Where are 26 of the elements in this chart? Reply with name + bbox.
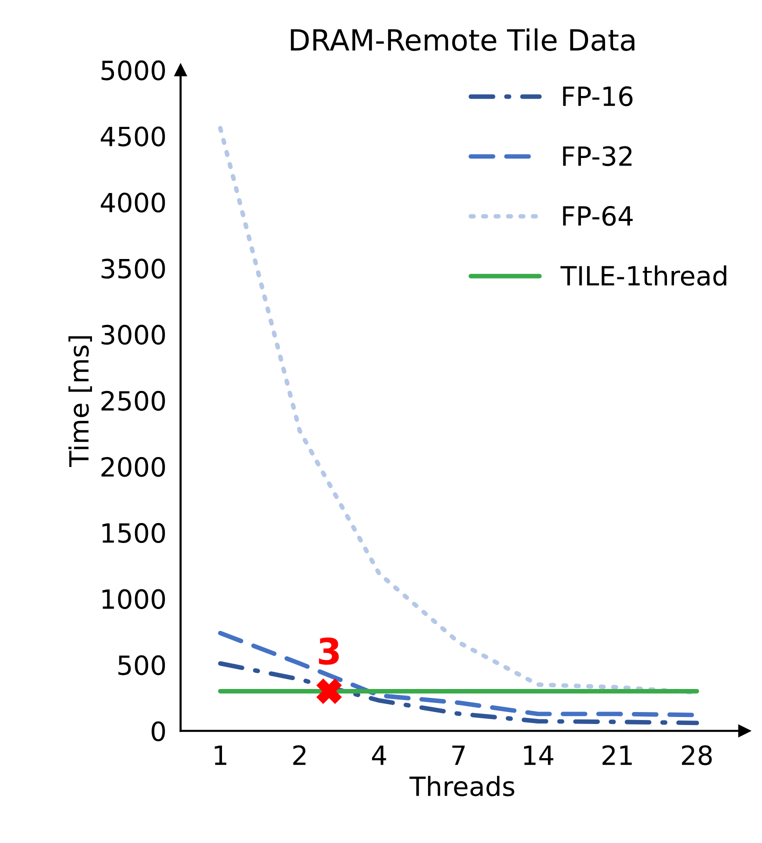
y-tick-label: 3500 (102, 258, 165, 279)
y-tick-label: 2500 (101, 390, 165, 411)
x-tick-label: 14 (524, 746, 554, 765)
x-tick-label: 21 (602, 745, 632, 765)
annotation: 3 (318, 637, 339, 665)
y-tick-label: 3000 (102, 324, 165, 345)
y-tick-label: 1000 (102, 589, 165, 610)
x-tick-label: 1 (214, 746, 226, 765)
legend-label: FP-32 (563, 146, 632, 166)
legend-label: FP-64 (563, 206, 633, 226)
y-tick-label: 1500 (102, 523, 165, 544)
y-tick-label: 2000 (101, 456, 165, 477)
y-axis-title: Time [ms] (68, 336, 92, 467)
x-tick-label: 4 (372, 746, 386, 765)
y-tick-label: 4500 (100, 126, 165, 146)
x-axis-title: Threads (409, 776, 514, 796)
y-tick-label: 500 (118, 655, 165, 676)
x-tick-label: 2 (293, 745, 306, 765)
chart-title: DRAM-Remote Tile Data (290, 28, 634, 51)
legend-label: FP-16 (563, 86, 632, 106)
y-tick-label: 5000 (102, 60, 165, 80)
y-tick-label: 4000 (100, 192, 165, 213)
x-tick-label: 7 (452, 746, 465, 765)
legend-label: TILE-1thread (560, 265, 726, 286)
y-tick-label: 0 (152, 721, 165, 742)
x-tick-label: 28 (682, 745, 712, 766)
